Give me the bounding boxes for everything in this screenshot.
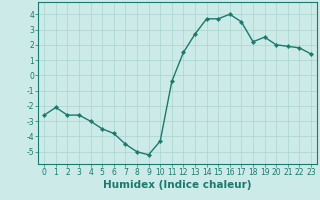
X-axis label: Humidex (Indice chaleur): Humidex (Indice chaleur): [103, 180, 252, 190]
